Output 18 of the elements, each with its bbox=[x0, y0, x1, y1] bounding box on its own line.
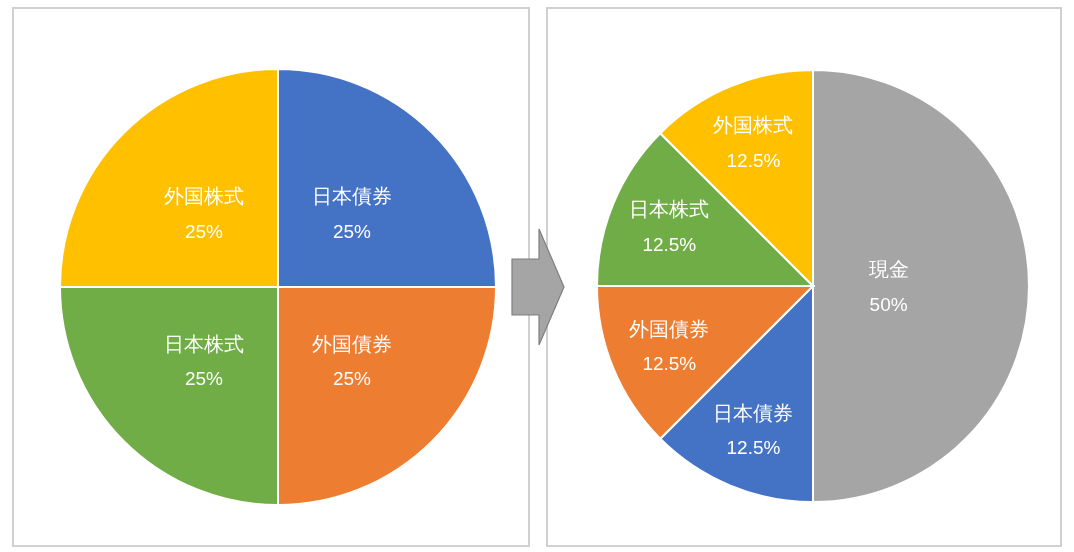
slice-label: 外国債券 bbox=[629, 317, 710, 340]
slice-label: 日本株式 bbox=[629, 198, 710, 221]
slice-label: 外国株式 bbox=[164, 185, 245, 208]
data-label: 25% bbox=[332, 220, 372, 242]
data-label: 12.5% bbox=[642, 233, 697, 255]
slice-label: 現金 bbox=[868, 258, 909, 280]
slice-label: 外国株式 bbox=[713, 114, 794, 137]
data-label: 12.5% bbox=[726, 437, 781, 459]
data-label: 25% bbox=[184, 220, 224, 242]
slice-label: 日本株式 bbox=[164, 332, 245, 355]
slice-label: 日本債券 bbox=[311, 185, 392, 208]
data-label: 50% bbox=[869, 293, 908, 315]
data-label: 12.5% bbox=[642, 353, 697, 375]
data-label: 12.5% bbox=[726, 149, 781, 171]
slice-label: 日本債券 bbox=[713, 401, 794, 424]
data-label: 25% bbox=[332, 368, 372, 390]
data-label: 25% bbox=[184, 368, 224, 390]
slice-label: 外国債券 bbox=[311, 332, 392, 355]
